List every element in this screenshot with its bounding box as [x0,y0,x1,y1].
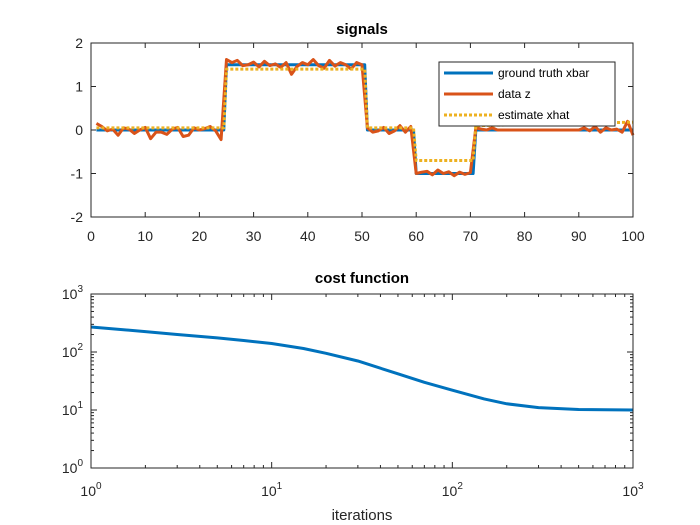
cost-function-subplot: 100 101 102 103 100 101 102 103 cost function i… [62,270,644,524]
y-tick-label: 1 [75,79,83,95]
y-tick-label: 101 [62,400,84,418]
signals-legend: ground truth xbar data z estimate xhat [438,61,616,127]
y-tick-label: 103 [62,284,84,302]
x-tick-label: 90 [571,228,587,244]
cost-plot-area [91,294,633,468]
x-tick-label: 102 [442,481,464,499]
x-tick-label: 0 [87,228,95,244]
x-tick-label: 20 [192,228,208,244]
x-tick-label: 30 [246,228,262,244]
signals-series [95,58,635,178]
x-tick-label: 100 [80,481,102,499]
legend-label-ground-truth: ground truth xbar [498,66,589,80]
signals-axes-box [90,42,634,218]
y-tick-label: 2 [75,35,83,51]
x-tick-label: 10 [137,228,153,244]
estimate-line [96,67,634,162]
y-tick-label: 102 [62,342,84,360]
x-tick-label: 103 [622,481,644,499]
x-tick-label: 80 [517,228,533,244]
legend-label-data-z: data z [498,87,531,101]
x-tick-label: 70 [463,228,479,244]
cost-tick-labels: 100 101 102 103 100 101 102 103 [62,284,644,499]
y-tick-label: -2 [71,209,84,225]
x-tick-label: 40 [300,228,316,244]
y-tick-label: 100 [62,458,84,476]
signals-subplot: 0 10 20 30 40 50 60 70 80 90 100 -2 -1 0 1 2 signals gr… [71,21,645,244]
signals-tick-labels: 0 10 20 30 40 50 60 70 80 90 100 -2 -1 0 1 2 [71,35,645,244]
cost-xlabel: iterations [332,507,393,524]
cost-series [90,325,634,412]
x-tick-label: 100 [621,228,645,244]
x-tick-label: 60 [408,228,424,244]
y-tick-label: 0 [75,122,83,138]
cost-line [90,325,634,412]
signals-title: signals [336,21,388,38]
x-tick-label: 50 [354,228,370,244]
x-tick-label: 101 [261,481,283,499]
y-tick-label: -1 [71,166,84,182]
legend-label-estimate: estimate xhat [498,108,570,122]
cost-title: cost function [315,270,409,287]
cost-axes-box [90,293,634,469]
